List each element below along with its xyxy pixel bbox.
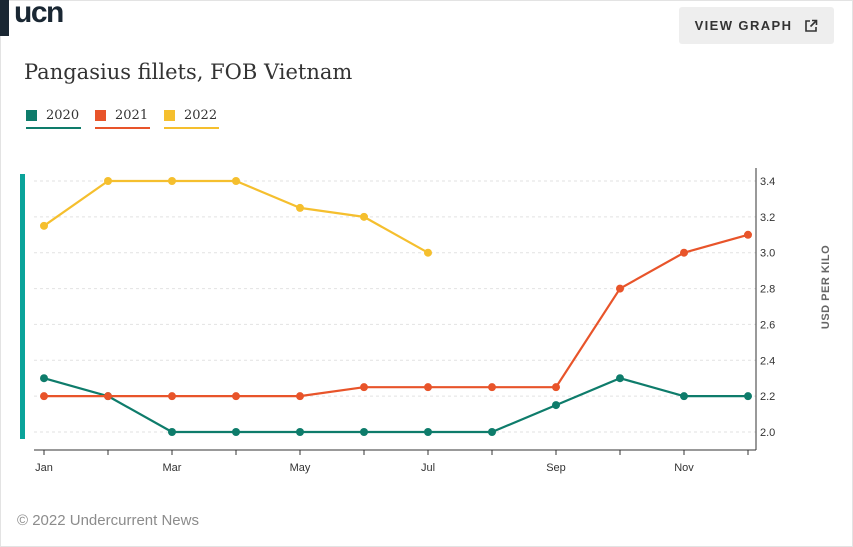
data-point-2021 bbox=[168, 392, 176, 401]
data-point-2020 bbox=[552, 401, 560, 410]
data-point-2021 bbox=[744, 230, 752, 239]
accent-bar bbox=[20, 174, 25, 439]
data-point-2021 bbox=[360, 383, 368, 392]
data-point-2022 bbox=[296, 203, 304, 212]
view-graph-button[interactable]: VIEW GRAPH bbox=[679, 7, 834, 44]
data-point-2020 bbox=[40, 374, 48, 383]
data-point-2022 bbox=[232, 177, 240, 185]
data-point-2022 bbox=[424, 248, 432, 257]
data-point-2021 bbox=[232, 392, 240, 401]
y-tick-label: 2.0 bbox=[760, 427, 775, 439]
data-point-2021 bbox=[296, 392, 304, 401]
external-link-icon bbox=[804, 19, 818, 33]
legend: 2020 2021 2022 bbox=[26, 108, 233, 129]
data-point-2020 bbox=[232, 428, 240, 436]
data-point-2020 bbox=[488, 428, 496, 436]
legend-label-2020: 2020 bbox=[46, 108, 80, 123]
y-tick-label: 2.2 bbox=[760, 391, 775, 403]
data-point-2021 bbox=[552, 383, 560, 392]
data-point-2020 bbox=[296, 428, 304, 436]
y-tick-label: 3.4 bbox=[760, 176, 775, 188]
data-point-2020 bbox=[424, 428, 432, 436]
x-tick-label: Jan bbox=[35, 462, 53, 474]
legend-item-2021[interactable]: 2021 bbox=[95, 108, 150, 129]
data-point-2020 bbox=[680, 392, 688, 401]
data-point-2020 bbox=[744, 392, 752, 401]
x-tick-label: May bbox=[290, 462, 311, 474]
legend-swatch-2020 bbox=[26, 110, 37, 121]
y-tick-label: 2.4 bbox=[760, 355, 775, 367]
y-tick-label: 2.8 bbox=[760, 284, 775, 296]
data-point-2020 bbox=[616, 374, 624, 383]
data-point-2021 bbox=[424, 383, 432, 392]
y-tick-label: 2.6 bbox=[760, 319, 775, 331]
x-tick-label: Mar bbox=[163, 462, 182, 474]
y-tick-label: 3.0 bbox=[760, 248, 775, 260]
series-line-2021 bbox=[44, 233, 749, 398]
data-point-2020 bbox=[168, 428, 176, 436]
view-graph-label: VIEW GRAPH bbox=[694, 18, 793, 33]
data-point-2021 bbox=[616, 284, 624, 293]
legend-label-2022: 2022 bbox=[184, 108, 218, 123]
data-point-2022 bbox=[168, 177, 176, 185]
x-tick-label: Sep bbox=[546, 462, 566, 474]
y-axis-label: USD PER KILO bbox=[820, 245, 832, 329]
legend-item-2022[interactable]: 2022 bbox=[164, 108, 219, 129]
legend-swatch-2022 bbox=[164, 110, 175, 121]
data-point-2021 bbox=[104, 392, 112, 401]
data-point-2022 bbox=[360, 212, 368, 221]
legend-label-2021: 2021 bbox=[115, 108, 149, 123]
logo-text: ucn bbox=[14, 0, 64, 29]
data-point-2021 bbox=[488, 383, 496, 392]
ucn-logo[interactable]: ucn bbox=[0, 0, 64, 36]
legend-item-2020[interactable]: 2020 bbox=[26, 108, 81, 129]
y-tick-label: 3.2 bbox=[760, 212, 775, 224]
series-line-2020 bbox=[43, 377, 748, 434]
footer-copyright: © 2022 Undercurrent News bbox=[17, 512, 199, 529]
data-point-2022 bbox=[104, 177, 112, 185]
x-tick-label: Nov bbox=[674, 462, 694, 474]
data-point-2021 bbox=[680, 248, 688, 257]
data-point-2020 bbox=[360, 428, 368, 436]
x-tick-label: Jul bbox=[421, 462, 435, 474]
data-point-2021 bbox=[40, 392, 48, 401]
chart-title: Pangasius fillets, FOB Vietnam bbox=[24, 60, 353, 84]
legend-swatch-2021 bbox=[95, 110, 106, 121]
logo-bar bbox=[0, 0, 9, 36]
data-point-2022 bbox=[40, 221, 48, 230]
